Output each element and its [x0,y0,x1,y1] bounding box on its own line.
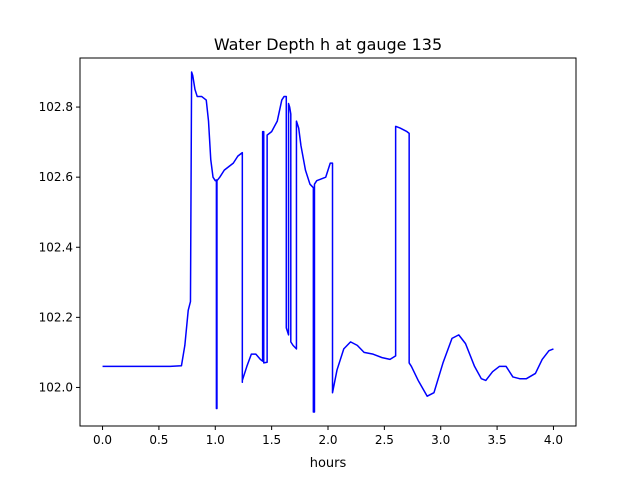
x-tick-label: 2.5 [375,433,394,447]
y-tick-label: 102.4 [39,240,73,254]
chart-title: Water Depth h at gauge 135 [214,35,442,54]
x-tick-label: 0.0 [93,433,112,447]
x-tick-label: 2.0 [318,433,337,447]
y-tick-label: 102.6 [39,170,73,184]
y-tick-label: 102.0 [39,380,73,394]
axis-ticks: 0.0 0.5 1.0 1.5 2.0 2.5 3.0 3.5 4.0 102.0 102.2 102… [39,100,563,447]
x-tick-label: 3.5 [488,433,507,447]
x-tick-label: 1.0 [206,433,225,447]
y-tick-label: 102.2 [39,310,73,324]
x-tick-label: 0.5 [149,433,168,447]
x-tick-label: 1.5 [262,433,281,447]
y-tick-label: 102.8 [39,100,73,114]
x-tick-label: 4.0 [544,433,563,447]
series-line-0 [102,71,554,413]
plot-frame [79,57,577,427]
x-axis-label: hours [310,456,347,471]
x-tick-label: 3.0 [431,433,450,447]
plot-area [102,71,554,413]
